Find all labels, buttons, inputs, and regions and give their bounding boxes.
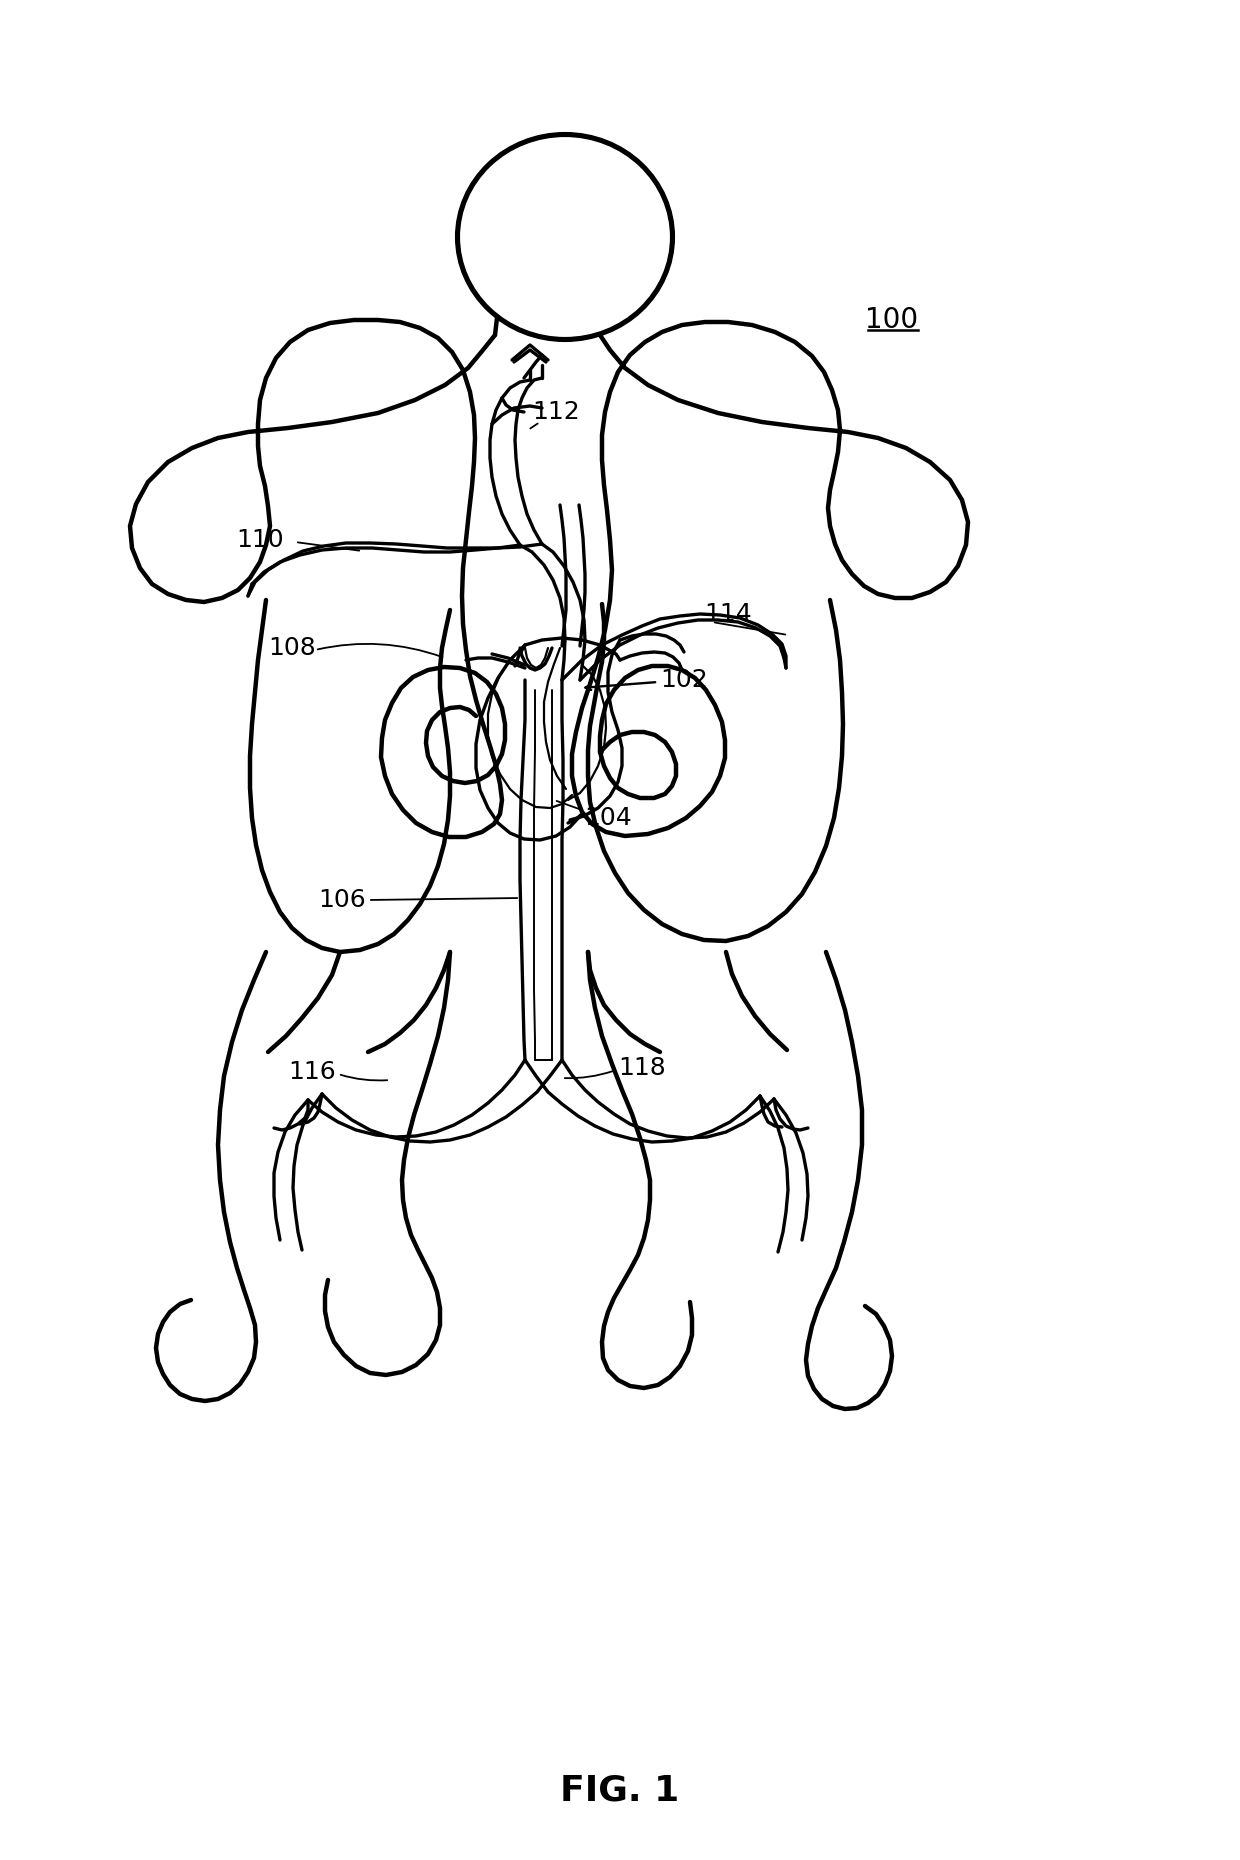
Text: 114: 114 — [704, 603, 751, 627]
Text: 108: 108 — [268, 636, 316, 660]
Text: 106: 106 — [317, 887, 366, 911]
Text: 118: 118 — [618, 1056, 666, 1081]
Text: 100: 100 — [866, 307, 919, 335]
Text: 110: 110 — [236, 528, 284, 552]
Text: 116: 116 — [288, 1060, 336, 1084]
Text: FIG. 1: FIG. 1 — [560, 1773, 680, 1808]
Text: 112: 112 — [532, 400, 580, 424]
Text: 104: 104 — [584, 805, 631, 830]
Ellipse shape — [458, 134, 672, 340]
Text: 102: 102 — [660, 668, 708, 692]
